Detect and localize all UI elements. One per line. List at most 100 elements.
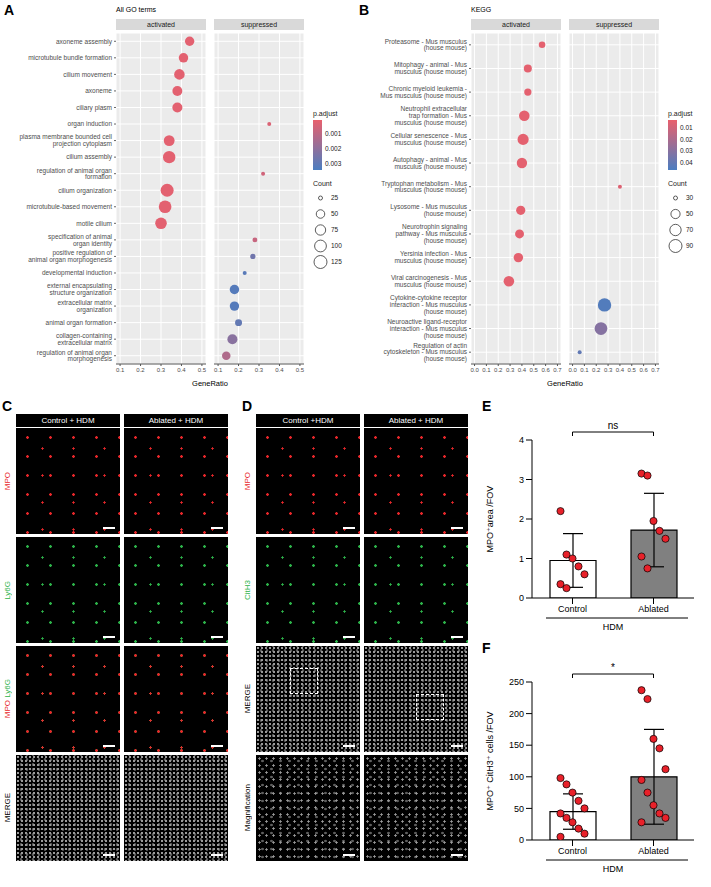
svg-text:125: 125 — [331, 258, 342, 265]
svg-text:0.4: 0.4 — [177, 367, 186, 373]
svg-text:Autophagy - animal - Musmuscul: Autophagy - animal - Musmusculus (house … — [393, 156, 468, 171]
svg-text:cilium movement: cilium movement — [63, 71, 112, 78]
svg-text:50: 50 — [686, 210, 694, 217]
svg-text:MPO⁺ CitH3⁺ cells /FOV: MPO⁺ CitH3⁺ cells /FOV — [485, 711, 495, 810]
svg-text:0.7: 0.7 — [651, 367, 660, 373]
svg-text:0.3: 0.3 — [255, 367, 264, 373]
svg-text:150: 150 — [509, 740, 524, 750]
svg-text:Control: Control — [558, 604, 587, 614]
svg-text:75: 75 — [331, 226, 339, 233]
svg-text:0.2: 0.2 — [136, 367, 145, 373]
svg-text:100: 100 — [509, 772, 524, 782]
svg-text:0.5: 0.5 — [530, 367, 539, 373]
svg-text:Tryptophan metabolism - Musmus: Tryptophan metabolism - Musmusculus (hou… — [381, 180, 467, 195]
svg-text:extracellular matrixorganizati: extracellular matrixorganization — [57, 299, 112, 314]
svg-text:70: 70 — [686, 226, 694, 233]
svg-text:250: 250 — [509, 677, 524, 687]
html-text:C: C — [2, 398, 13, 414]
svg-text:HDM: HDM — [603, 864, 624, 874]
svg-text:0.6: 0.6 — [541, 367, 550, 373]
svg-text:microtubule bundle formation: microtubule bundle formation — [28, 54, 112, 61]
svg-text:0.2: 0.2 — [592, 367, 601, 373]
svg-text:0.3: 0.3 — [506, 367, 515, 373]
html-text:Ly6G: Ly6G — [2, 580, 12, 600]
svg-text:Cytokine-cytokine receptorinte: Cytokine-cytokine receptorinteraction - … — [390, 294, 468, 316]
svg-text:axoneme: axoneme — [85, 87, 112, 94]
svg-text:Cellular senescence - Musmuscu: Cellular senescence - Musmusculus (house… — [390, 132, 467, 147]
svg-text:3: 3 — [519, 475, 524, 485]
svg-text:0.3: 0.3 — [157, 367, 166, 373]
svg-text:0.4: 0.4 — [518, 367, 527, 373]
svg-text:Viral carcinogenesis - Musmusc: Viral carcinogenesis - Musmusculus (hous… — [391, 274, 468, 289]
svg-text:Regulation of actincytoskeleto: Regulation of actincytoskeleton - Mus mu… — [384, 342, 468, 364]
svg-text:motile cilium: motile cilium — [76, 220, 112, 227]
svg-text:Neutrophil extracellulartrap f: Neutrophil extracellulartrap formation -… — [394, 105, 467, 127]
svg-text:ns: ns — [608, 420, 619, 431]
svg-text:cilium assembly: cilium assembly — [66, 153, 113, 161]
svg-text:HDM: HDM — [603, 622, 624, 632]
svg-text:4: 4 — [519, 435, 524, 445]
svg-text:30: 30 — [686, 194, 694, 201]
svg-text:Mitophagy - animal - Musmuscul: Mitophagy - animal - Musmusculus (house … — [394, 61, 468, 76]
svg-text:regulation of animal organform: regulation of animal organformation — [37, 167, 113, 181]
html-text:MPO: MPO — [242, 471, 252, 491]
svg-text:0.7: 0.7 — [553, 367, 562, 373]
svg-text:cilium organization: cilium organization — [58, 187, 112, 195]
svg-text:0: 0 — [519, 835, 524, 845]
svg-text:0.1: 0.1 — [214, 367, 223, 373]
svg-text:0.5: 0.5 — [198, 367, 207, 373]
svg-text:0: 0 — [519, 593, 524, 603]
svg-text:0.2: 0.2 — [494, 367, 503, 373]
svg-text:90: 90 — [686, 242, 694, 249]
svg-text:2: 2 — [519, 514, 524, 524]
html-text:B: B — [359, 2, 370, 18]
svg-text:*: * — [611, 662, 615, 673]
svg-text:0.6: 0.6 — [639, 367, 648, 373]
svg-text:0.2: 0.2 — [234, 367, 243, 373]
svg-text:Proteasome - Mus musculus(hous: Proteasome - Mus musculus(house mouse) — [385, 38, 468, 53]
svg-text:Neuroactive ligand-receptorint: Neuroactive ligand-receptorinteraction -… — [387, 318, 468, 340]
html-text:D: D — [242, 398, 253, 414]
svg-text:0.4: 0.4 — [616, 367, 625, 373]
svg-text:1: 1 — [519, 554, 524, 564]
svg-text:collagen-containingextracellul: collagen-containingextracellular matrix — [56, 332, 113, 346]
svg-text:positive regulation ofanimal o: positive regulation ofanimal organ morph… — [28, 249, 113, 264]
html-text:A: A — [4, 2, 15, 18]
svg-text:0.4: 0.4 — [275, 367, 284, 373]
html-text:MPO: MPO — [2, 471, 12, 491]
svg-text:developmental induction: developmental induction — [42, 269, 112, 277]
svg-text:ciliary plasm: ciliary plasm — [76, 104, 112, 112]
svg-text:0.1: 0.1 — [580, 367, 589, 373]
svg-text:50: 50 — [331, 210, 339, 217]
svg-text:plasma membrane bounded cellpr: plasma membrane bounded cellprojection c… — [20, 133, 113, 148]
svg-text:50: 50 — [514, 804, 524, 814]
html-text:MPO: MPO — [2, 700, 12, 719]
svg-text:0.5: 0.5 — [628, 367, 637, 373]
svg-text:0.0: 0.0 — [470, 367, 479, 373]
svg-text:Yersinia infection - Musmuscul: Yersinia infection - Musmusculus (house … — [394, 250, 467, 265]
svg-text:0.1: 0.1 — [116, 367, 125, 373]
html-text:MERGE: MERGE — [2, 793, 12, 823]
svg-text:MPO⁺area /FOV: MPO⁺area /FOV — [485, 486, 495, 553]
svg-text:external encapsulatingstructur: external encapsulatingstructure organiza… — [47, 282, 112, 297]
svg-text:0.3: 0.3 — [604, 367, 613, 373]
svg-text:0.1: 0.1 — [482, 367, 491, 373]
svg-text:0.0: 0.0 — [568, 367, 577, 373]
svg-text:Control: Control — [558, 846, 587, 856]
svg-text:axoneme assembly: axoneme assembly — [56, 38, 113, 46]
svg-text:regulation of animal organmorp: regulation of animal organmorphogenesis — [37, 349, 113, 364]
svg-text:25: 25 — [331, 194, 339, 201]
svg-text:Ablated: Ablated — [638, 604, 669, 614]
svg-text:organ induction: organ induction — [68, 120, 113, 128]
svg-text:Ablated: Ablated — [638, 846, 669, 856]
svg-text:microtubule-based movement: microtubule-based movement — [26, 203, 112, 210]
svg-text:Neurotrophin signalingpathway: Neurotrophin signalingpathway - Mus musc… — [395, 223, 467, 245]
svg-text:specification of animalorgan i: specification of animalorgan identity — [48, 233, 113, 248]
svg-text:100: 100 — [331, 242, 342, 249]
html-text:Ly6G: Ly6G — [2, 679, 12, 701]
svg-text:Lysosome - Mus musculus(house: Lysosome - Mus musculus(house mouse) — [390, 203, 467, 218]
svg-text:Chronic myeloid leukemia -Mus: Chronic myeloid leukemia -Mus musculus (… — [380, 85, 467, 100]
svg-text:animal organ formation: animal organ formation — [46, 319, 113, 327]
svg-text:0.5: 0.5 — [296, 367, 305, 373]
svg-text:200: 200 — [509, 709, 524, 719]
